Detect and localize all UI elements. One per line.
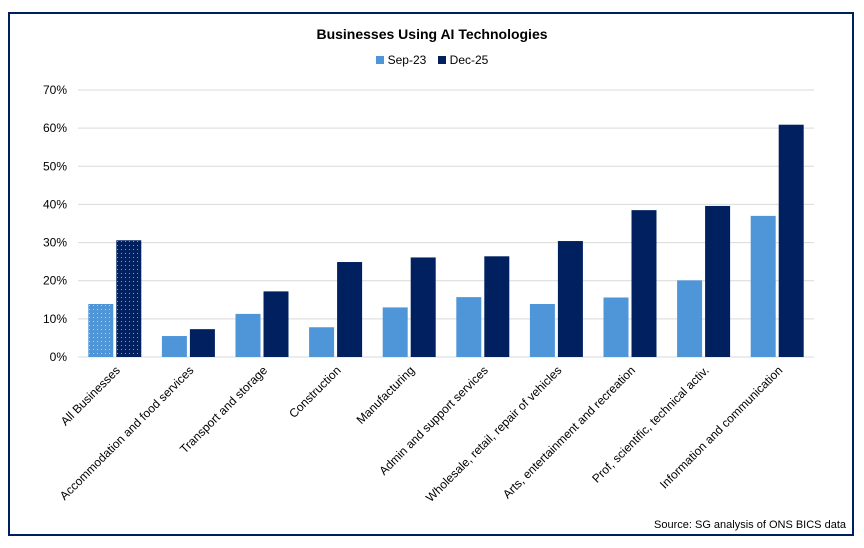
x-tick-label: All Businesses: [58, 363, 123, 428]
legend-swatch-sep23: [375, 56, 384, 64]
bar-dec-25: [337, 262, 363, 357]
legend-label-sep23: Sep-23: [387, 53, 427, 67]
bar-dec-25: [705, 205, 731, 357]
bar-sep-23: [235, 313, 261, 357]
bar-sep-23: [161, 336, 187, 357]
legend-swatch-dec25: [437, 56, 446, 64]
y-tick-label: 20%: [43, 274, 67, 288]
chart-title: Businesses Using AI Technologies: [316, 26, 548, 42]
bar-dec-25: [189, 329, 215, 357]
y-tick-label: 40%: [43, 197, 67, 211]
bar-pattern: [116, 240, 142, 357]
bar-sep-23: [603, 297, 629, 357]
legend: Sep-23 Dec-25: [0, 53, 864, 67]
legend-label-dec25: Dec-25: [449, 53, 489, 67]
legend-item-sep23: Sep-23: [375, 53, 427, 67]
bar-dec-25: [631, 210, 657, 357]
y-tick-label: 30%: [43, 236, 67, 250]
y-tick-label: 0%: [50, 350, 68, 364]
x-tick-label: Wholesale, retail, repair of vehicles: [423, 363, 564, 504]
x-tick-label: Prof, scientific, technical activ.: [589, 363, 711, 485]
chart-frame: [8, 12, 854, 536]
y-tick-label: 50%: [43, 159, 67, 173]
legend-item-dec25: Dec-25: [437, 53, 489, 67]
x-tick-label: Manufacturing: [354, 363, 418, 427]
bar-dec-25: [484, 256, 510, 357]
x-tick-label: Information and communication: [657, 363, 785, 491]
bar-sep-23: [750, 215, 776, 357]
bar-sep-23: [309, 327, 335, 357]
bar-dec-25: [557, 241, 583, 357]
bar-dec-25: [778, 124, 804, 358]
y-tick-label: 60%: [43, 121, 67, 135]
bar-sep-23: [529, 303, 555, 357]
x-tick-label: Arts, entertainment and recreation: [500, 363, 638, 501]
bar-dec-25: [410, 257, 436, 357]
x-tick-label: Accommodation and food services: [57, 363, 197, 503]
bar-sep-23: [382, 307, 408, 357]
bar-pattern: [88, 303, 114, 357]
y-tick-label: 10%: [43, 312, 67, 326]
bar-dec-25: [263, 291, 289, 357]
x-tick-label: Construction: [286, 363, 344, 421]
y-tick-label: 70%: [43, 83, 67, 97]
bar-sep-23: [677, 280, 703, 357]
bar-sep-23: [456, 297, 482, 357]
source-note: Source: SG analysis of ONS BICS data: [654, 519, 846, 531]
